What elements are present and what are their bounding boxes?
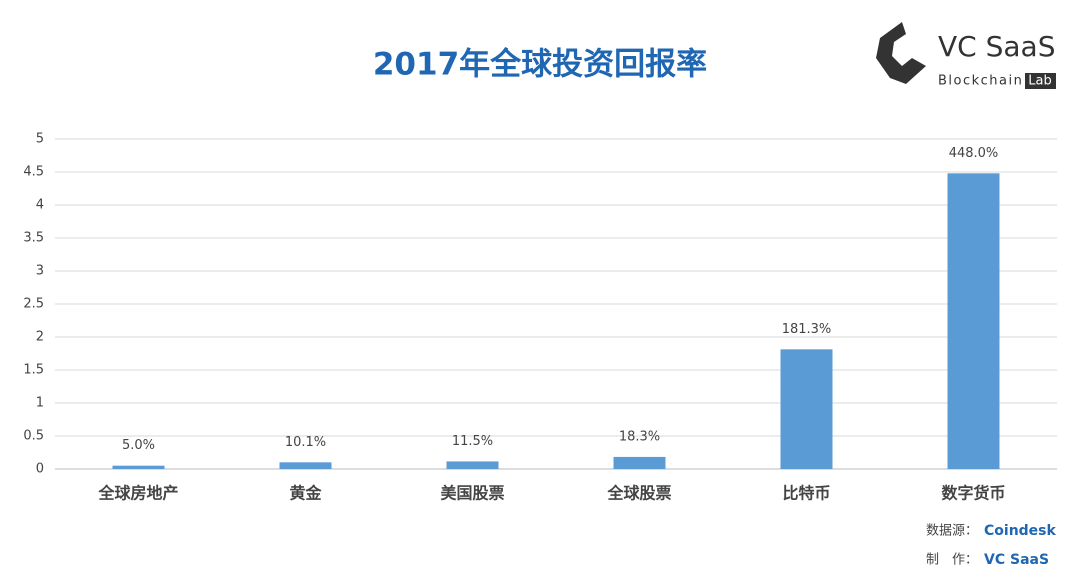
logo-sub: Blockchain — [938, 74, 1023, 89]
value-label: 10.1% — [285, 435, 326, 450]
x-tick-label: 全球房地产 — [97, 484, 178, 503]
logo-name: VC SaaS — [938, 30, 1055, 63]
value-label: 181.3% — [782, 322, 832, 337]
y-tick-label: 4 — [36, 198, 44, 213]
bar — [613, 456, 666, 469]
value-label: 448.0% — [949, 146, 999, 161]
source-label: 数据源： — [926, 524, 978, 539]
logo-icon — [876, 22, 926, 84]
bar — [947, 173, 1000, 469]
y-tick-label: 0.5 — [23, 429, 44, 444]
y-tick-label: 2 — [36, 330, 44, 345]
value-label: 18.3% — [619, 429, 660, 444]
bar — [279, 462, 332, 469]
author-label: 制 作： — [926, 553, 978, 568]
value-label: 11.5% — [452, 434, 493, 449]
bar — [780, 349, 833, 469]
x-tick-label: 全球股票 — [606, 484, 671, 503]
y-tick-label: 0 — [36, 462, 44, 477]
logo-badge-bg — [1025, 73, 1056, 89]
x-tick-label: 比特币 — [782, 484, 830, 503]
y-tick-label: 1 — [36, 396, 44, 411]
y-tick-label: 3.5 — [23, 231, 44, 246]
source: Coindesk — [984, 523, 1057, 539]
y-tick-label: 1.5 — [23, 363, 44, 378]
bar — [446, 461, 499, 469]
value-label: 5.0% — [122, 438, 155, 453]
chart-title: 2017年全球投资回报率 — [373, 47, 707, 83]
y-tick-label: 4.5 — [23, 165, 44, 180]
y-tick-label: 3 — [36, 264, 44, 279]
bar — [112, 465, 165, 469]
y-tick-label: 2.5 — [23, 297, 44, 312]
x-tick-label: 美国股票 — [440, 484, 504, 503]
x-tick-label: 黄金 — [289, 484, 322, 503]
logo-badge: Lab — [1028, 74, 1051, 89]
x-tick-label: 数字货币 — [941, 484, 1005, 503]
y-tick-label: 5 — [36, 132, 44, 147]
author: VC SaaS — [984, 552, 1049, 568]
